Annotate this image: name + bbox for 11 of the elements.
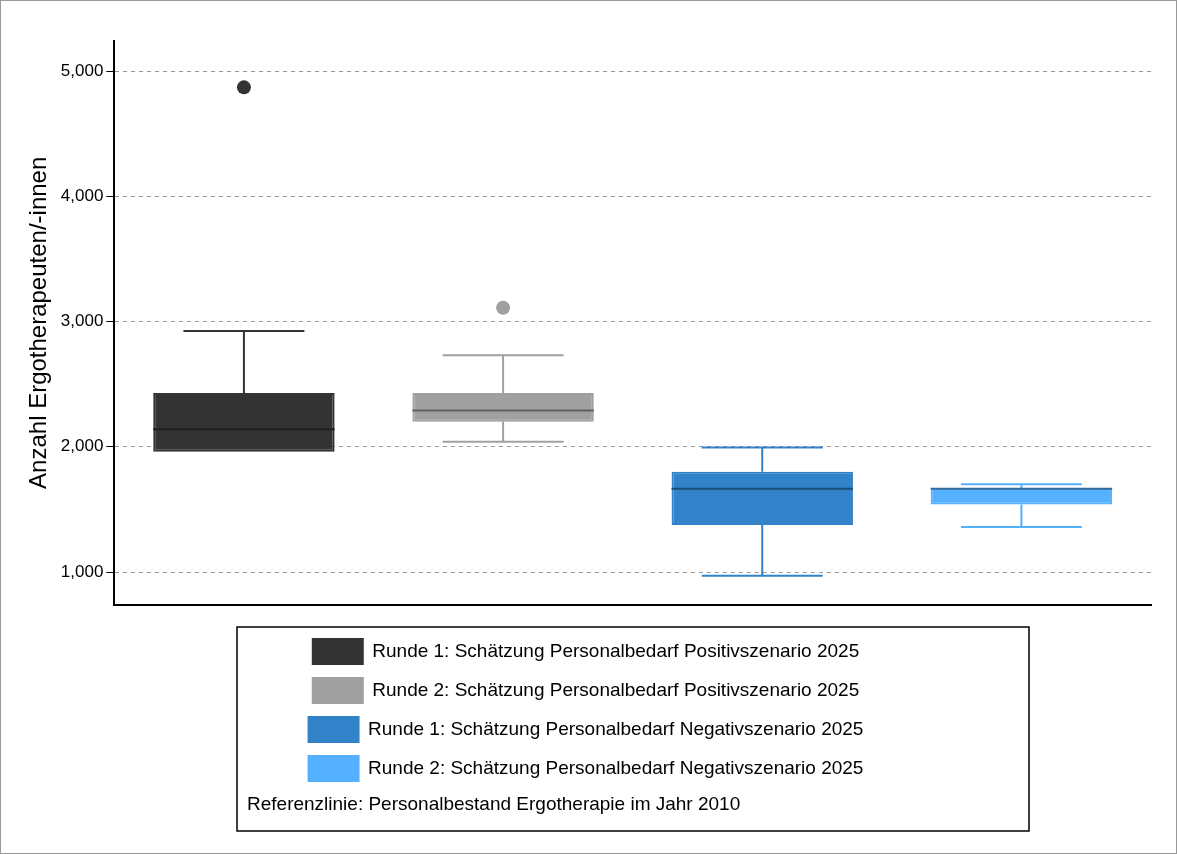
y-tick-label: 2,000	[60, 436, 104, 456]
legend-label: Runde 2: Schätzung Personalbedarf Negativszenario 2025	[368, 756, 864, 778]
y-tick-label: 5,000	[60, 60, 104, 80]
y-axis-title: Anzahl Ergotherapeuten/-innen	[24, 156, 52, 489]
legend-label: Runde 1: Schätzung Personalbedarf Positivszenario 2025	[372, 639, 860, 661]
y-tick-label: 4,000	[60, 185, 104, 205]
legend-label: Runde 2: Schätzung Personalbedarf Positivszenario 2025	[372, 678, 860, 700]
legend-label: Runde 1: Schätzung Personalbedarf Negativszenario 2025	[368, 717, 864, 739]
y-tick-label: 1,000	[60, 561, 104, 581]
text: Referenzlinie: Personalbestand Ergotherapie im Jahr 2010	[247, 793, 741, 815]
y-tick-label: 3,000	[60, 311, 104, 331]
